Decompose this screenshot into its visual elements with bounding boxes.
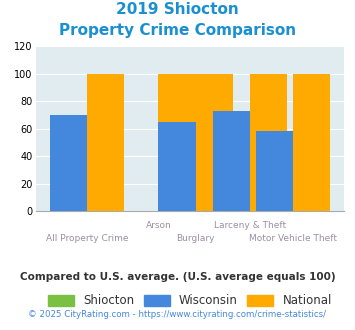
Bar xyxy=(213,111,250,211)
Bar xyxy=(293,74,330,211)
Text: Compared to U.S. average. (U.S. average equals 100): Compared to U.S. average. (U.S. average … xyxy=(20,272,335,282)
Bar xyxy=(158,122,196,211)
Text: 2019 Shiocton: 2019 Shiocton xyxy=(116,2,239,16)
Text: Property Crime Comparison: Property Crime Comparison xyxy=(59,23,296,38)
Text: © 2025 CityRating.com - https://www.cityrating.com/crime-statistics/: © 2025 CityRating.com - https://www.city… xyxy=(28,310,327,319)
Text: Larceny & Theft: Larceny & Theft xyxy=(214,221,286,230)
Legend: Shiocton, Wisconsin, National: Shiocton, Wisconsin, National xyxy=(43,290,337,312)
Bar xyxy=(50,115,87,211)
Bar xyxy=(196,74,233,211)
Text: Arson: Arson xyxy=(146,221,171,230)
Bar xyxy=(256,131,293,211)
Text: Motor Vehicle Theft: Motor Vehicle Theft xyxy=(249,234,337,243)
Text: Burglary: Burglary xyxy=(176,234,215,243)
Bar xyxy=(87,74,124,211)
Bar xyxy=(250,74,287,211)
Text: All Property Crime: All Property Crime xyxy=(46,234,128,243)
Bar xyxy=(158,74,196,211)
